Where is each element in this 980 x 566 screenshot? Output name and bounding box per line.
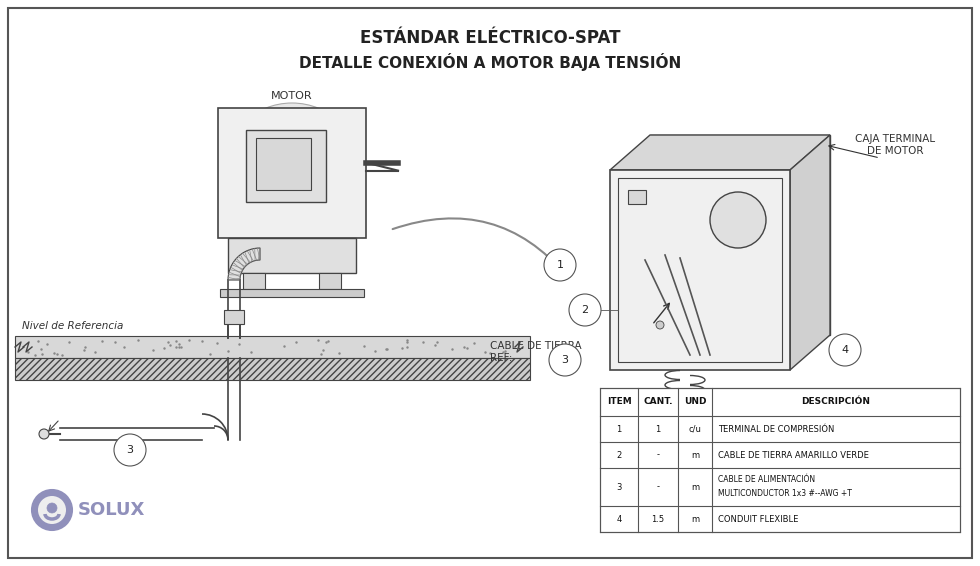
Circle shape bbox=[710, 192, 766, 248]
Text: CONDUIT FLEXIBLE: CONDUIT FLEXIBLE bbox=[718, 514, 799, 524]
Text: 3: 3 bbox=[126, 445, 133, 455]
Bar bbox=[218, 108, 366, 238]
Text: 1.5: 1.5 bbox=[652, 514, 664, 524]
Bar bbox=[319, 273, 341, 289]
Text: m: m bbox=[691, 451, 699, 460]
Bar bbox=[618, 178, 782, 362]
Text: m: m bbox=[691, 514, 699, 524]
Polygon shape bbox=[650, 135, 830, 335]
Text: CABLE DE TIERRA
REF:: CABLE DE TIERRA REF: bbox=[490, 341, 581, 363]
Text: 4: 4 bbox=[842, 345, 849, 355]
Text: DETALLE CONEXIÓN A MOTOR BAJA TENSIÓN: DETALLE CONEXIÓN A MOTOR BAJA TENSIÓN bbox=[299, 53, 681, 71]
Bar bbox=[600, 388, 960, 532]
Text: 1: 1 bbox=[616, 424, 621, 434]
Circle shape bbox=[32, 490, 72, 530]
Circle shape bbox=[829, 334, 861, 366]
Text: -: - bbox=[657, 482, 660, 491]
Circle shape bbox=[656, 321, 664, 329]
Text: 1: 1 bbox=[557, 260, 564, 270]
Circle shape bbox=[114, 434, 146, 466]
Circle shape bbox=[47, 503, 57, 513]
Bar bbox=[243, 273, 265, 289]
Text: DESCRIPCIÓN: DESCRIPCIÓN bbox=[802, 397, 870, 406]
Text: ESTÁNDAR ELÉCTRICO-SPAT: ESTÁNDAR ELÉCTRICO-SPAT bbox=[360, 29, 620, 47]
Bar bbox=[220, 289, 364, 297]
FancyArrowPatch shape bbox=[393, 218, 566, 276]
Text: UND: UND bbox=[684, 397, 707, 406]
Text: CANT.: CANT. bbox=[643, 397, 672, 406]
Text: -: - bbox=[657, 451, 660, 460]
Bar bbox=[224, 310, 244, 324]
Circle shape bbox=[544, 249, 576, 281]
Polygon shape bbox=[610, 135, 830, 170]
Bar bbox=[256, 138, 311, 190]
Text: ITEM: ITEM bbox=[607, 397, 631, 406]
Circle shape bbox=[222, 103, 362, 243]
Text: CABLE DE ALIMENTACIÓN: CABLE DE ALIMENTACIÓN bbox=[718, 475, 815, 484]
Polygon shape bbox=[790, 135, 830, 370]
Bar bbox=[628, 190, 646, 204]
Bar bbox=[15, 358, 530, 380]
Text: CAJA TERMINAL
DE MOTOR: CAJA TERMINAL DE MOTOR bbox=[855, 134, 935, 156]
Text: m: m bbox=[691, 482, 699, 491]
Text: Nivel de Referencia: Nivel de Referencia bbox=[22, 321, 123, 331]
Circle shape bbox=[549, 344, 581, 376]
Bar bbox=[610, 170, 790, 370]
Text: 4: 4 bbox=[616, 514, 621, 524]
Circle shape bbox=[39, 429, 49, 439]
Bar bbox=[246, 130, 326, 202]
Text: 2: 2 bbox=[616, 451, 621, 460]
Bar bbox=[15, 336, 530, 358]
Text: 1: 1 bbox=[656, 424, 661, 434]
Circle shape bbox=[569, 294, 601, 326]
Text: 3: 3 bbox=[562, 355, 568, 365]
Polygon shape bbox=[228, 248, 260, 280]
Text: MULTICONDUCTOR 1x3 #--AWG +T: MULTICONDUCTOR 1x3 #--AWG +T bbox=[718, 490, 852, 499]
Text: 2: 2 bbox=[581, 305, 589, 315]
Circle shape bbox=[38, 496, 66, 524]
Text: CABLE DE TIERRA AMARILLO VERDE: CABLE DE TIERRA AMARILLO VERDE bbox=[718, 451, 869, 460]
Text: c/u: c/u bbox=[689, 424, 702, 434]
Text: SOLUX: SOLUX bbox=[78, 501, 145, 519]
Text: TERMINAL DE COMPRESIÓN: TERMINAL DE COMPRESIÓN bbox=[718, 424, 834, 434]
Bar bbox=[228, 238, 356, 273]
Text: MOTOR: MOTOR bbox=[271, 91, 313, 101]
Text: 3: 3 bbox=[616, 482, 621, 491]
